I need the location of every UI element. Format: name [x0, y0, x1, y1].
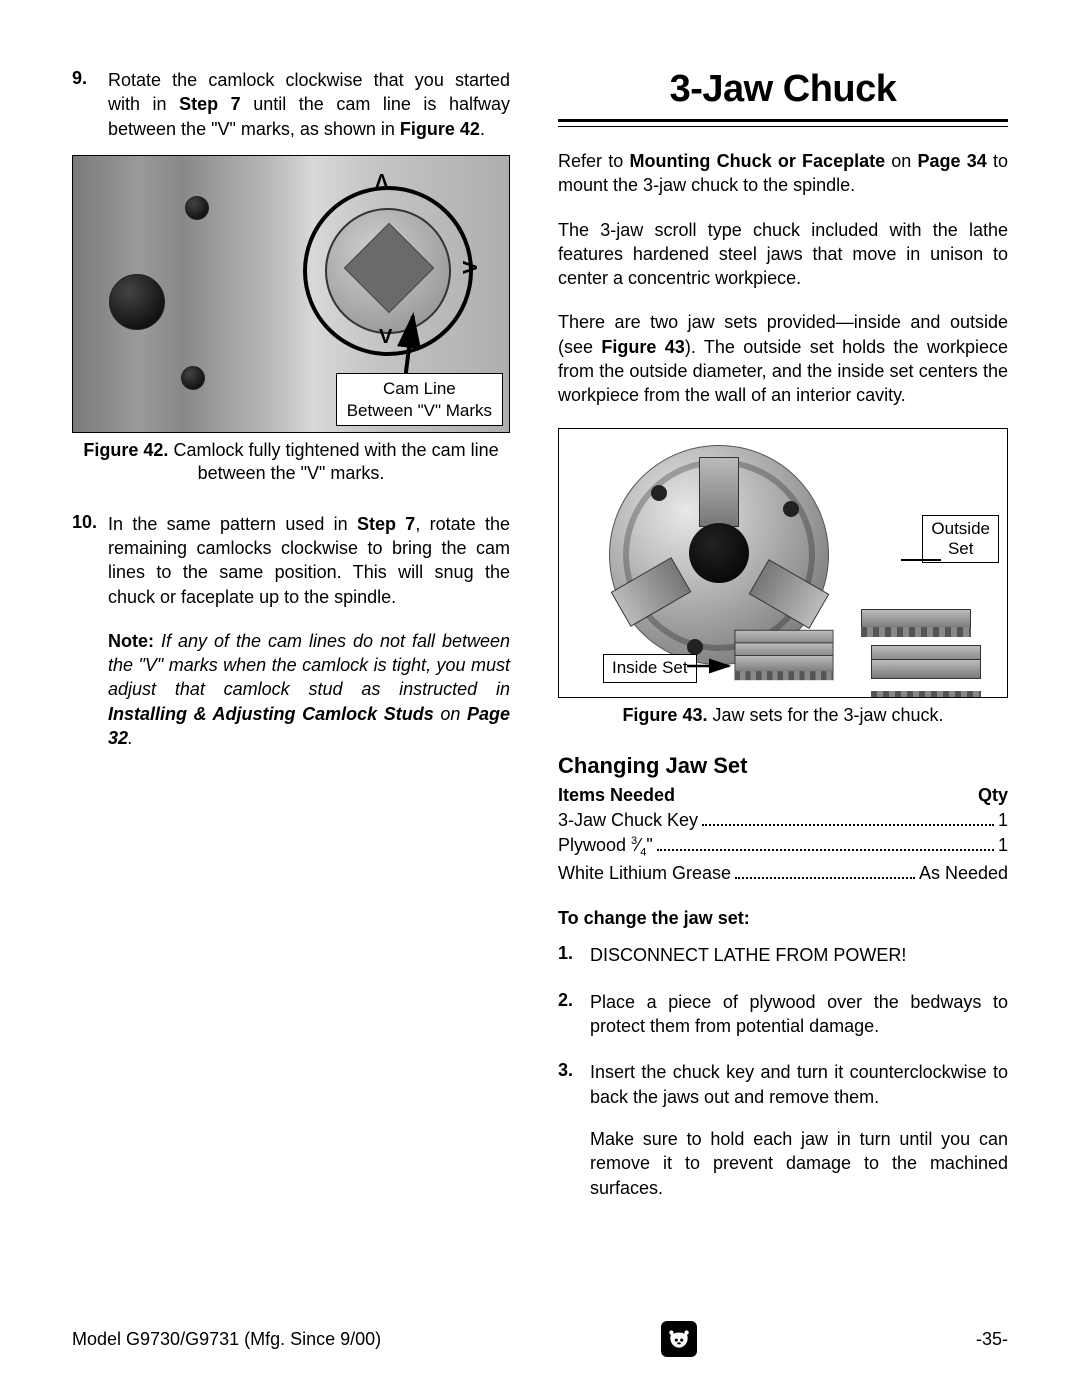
t: Refer to [558, 151, 629, 171]
t: Camlock fully tightened with the cam lin… [168, 440, 498, 483]
step-text: In the same pattern used in Step 7, rota… [108, 512, 510, 609]
t: If any of the cam lines do not fall betw… [108, 631, 510, 700]
t: Mounting Chuck or Faceplate [629, 151, 885, 171]
inside-set-label: Inside Set [603, 654, 697, 682]
note-block: Note: If any of the cam lines do not fal… [108, 629, 510, 750]
jaw-piece [871, 659, 981, 679]
t: 3 [631, 835, 637, 847]
t: . [128, 728, 133, 748]
step-text: Insert the chuck key and turn it counter… [590, 1060, 1008, 1109]
footer-model: Model G9730/G9731 (Mfg. Since 9/00) [72, 1329, 381, 1350]
t: Figure 43. [622, 705, 707, 725]
t: Page 34 [918, 151, 987, 171]
stud-hole [181, 366, 205, 390]
v-mark-icon: V [375, 168, 388, 191]
items-needed-header: Items Needed Qty [558, 785, 1008, 806]
item-qty: 1 [998, 833, 1008, 858]
outside-set-label: Outside Set [922, 515, 999, 564]
leader-line [901, 559, 941, 561]
inside-jaw-set [735, 629, 834, 679]
dot-leader [702, 810, 994, 826]
chuck-keyhole [783, 501, 799, 517]
t: Plywood [558, 835, 631, 855]
step-9: 9. Rotate the camlock clockwise that you… [72, 68, 510, 141]
procedure-lead: To change the jaw set: [558, 908, 1008, 929]
stud-hole [185, 196, 209, 220]
t: In the same pattern used in [108, 514, 357, 534]
jaw-piece [735, 655, 834, 673]
t: on [434, 704, 467, 724]
step-text: DISCONNECT LATHE FROM POWER! [590, 943, 1008, 967]
t: Step 7 [179, 94, 241, 114]
paragraph: There are two jaw sets provided—inside a… [558, 310, 1008, 407]
step-text: Place a piece of plywood over the bedway… [590, 990, 1008, 1039]
jaw-teeth [735, 671, 834, 680]
step-number: 10. [72, 512, 108, 609]
paragraph: The 3-jaw scroll type chuck included wit… [558, 218, 1008, 291]
step-number: 9. [72, 68, 108, 141]
t: . [480, 119, 485, 139]
bear-logo-icon [661, 1321, 697, 1357]
figure-42: V V V Cam Line Between "V" Marks [72, 155, 510, 433]
figure-43-caption: Figure 43. Jaw sets for the 3-jaw chuck. [558, 704, 1008, 727]
procedure-step-2: 2. Place a piece of plywood over the bed… [558, 990, 1008, 1039]
item-name: White Lithium Grease [558, 861, 731, 886]
t: Figure 42 [400, 119, 480, 139]
step-number: 3. [558, 1060, 590, 1109]
arrow-icon [687, 651, 747, 681]
figure-43: Outside Set Inside Set [558, 428, 1008, 698]
chuck-keyhole [651, 485, 667, 501]
jaw-teeth [871, 691, 981, 698]
item-name: Plywood 3⁄4" [558, 833, 653, 861]
step-10: 10. In the same pattern used in Step 7, … [72, 512, 510, 609]
chuck-jaw [699, 457, 739, 527]
paragraph: Refer to Mounting Chuck or Faceplate on … [558, 149, 1008, 198]
procedure-step-1: 1. DISCONNECT LATHE FROM POWER! [558, 943, 1008, 967]
step-number: 1. [558, 943, 590, 967]
step-text: Rotate the camlock clockwise that you st… [108, 68, 510, 141]
t: Jaw sets for the 3-jaw chuck. [707, 705, 943, 725]
t: " [646, 835, 652, 855]
chuck-center [689, 523, 749, 583]
item-row: White Lithium Grease As Needed [558, 861, 1008, 886]
subheading-changing-jaw-set: Changing Jaw Set [558, 753, 1008, 779]
two-column-layout: 9. Rotate the camlock clockwise that you… [72, 68, 1008, 1200]
outside-jaw-set [871, 645, 981, 698]
t: Installing & Adjusting Camlock Studs [108, 704, 434, 724]
divider [558, 126, 1008, 127]
item-qty: 1 [998, 808, 1008, 833]
t: Set [931, 539, 990, 559]
right-column: 3-Jaw Chuck Refer to Mounting Chuck or F… [558, 68, 1008, 1200]
t: on [885, 151, 917, 171]
jaw-teeth [861, 627, 971, 637]
t: Figure 42. [83, 440, 168, 460]
procedure-step-3-note: Make sure to hold each jaw in turn until… [590, 1127, 1008, 1200]
dot-leader [657, 835, 994, 851]
item-name: 3-Jaw Chuck Key [558, 808, 698, 833]
divider [558, 119, 1008, 122]
t: Step 7 [357, 514, 415, 534]
t: Between "V" Marks [347, 400, 492, 421]
t: Outside [931, 519, 990, 539]
v-mark-icon: V [460, 261, 483, 274]
item-qty: As Needed [919, 861, 1008, 886]
section-title: 3-Jaw Chuck [558, 68, 1008, 111]
t: Note: [108, 631, 154, 651]
dot-leader [735, 863, 915, 879]
figure-42-caption: Figure 42. Camlock fully tightened with … [72, 439, 510, 486]
page-footer: Model G9730/G9731 (Mfg. Since 9/00) -35- [72, 1321, 1008, 1357]
figure-42-inline-label: Cam Line Between "V" Marks [336, 373, 503, 426]
left-column: 9. Rotate the camlock clockwise that you… [72, 68, 510, 1200]
footer-page-number: -35- [976, 1329, 1008, 1350]
t: Figure 43 [601, 337, 684, 357]
step-number: 2. [558, 990, 590, 1039]
t: Cam Line [347, 378, 492, 399]
camlock-hole [109, 274, 165, 330]
jaw-piece [861, 609, 971, 629]
t: Items Needed [558, 785, 675, 806]
procedure-step-3: 3. Insert the chuck key and turn it coun… [558, 1060, 1008, 1109]
t: Qty [978, 785, 1008, 806]
item-row: 3-Jaw Chuck Key 1 [558, 808, 1008, 833]
item-row: Plywood 3⁄4" 1 [558, 833, 1008, 861]
